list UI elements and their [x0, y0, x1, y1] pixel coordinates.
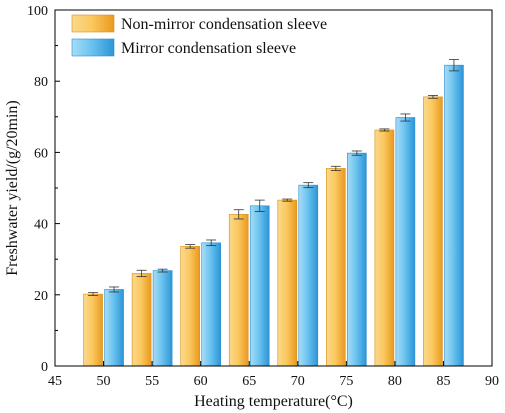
bar-non-mirror-60: [180, 246, 200, 367]
bar-mirror-55: [152, 270, 173, 367]
x-tick-label-75: 75: [339, 374, 353, 389]
error-bar-non-mirror-85: [427, 95, 438, 99]
x-tick-label-50: 50: [97, 374, 111, 389]
error-bar-mirror-50: [109, 286, 120, 293]
y-axis-title: Freshwater yield/(g/20min): [4, 100, 21, 276]
bar-non-mirror-50: [83, 293, 103, 367]
error-bar-mirror-75: [351, 150, 362, 156]
y-tick-label-0: 0: [41, 360, 48, 375]
bar-mirror-70: [298, 184, 319, 367]
error-bar-mirror-80: [400, 113, 411, 122]
error-bar-mirror-70: [303, 182, 314, 189]
error-bar-non-mirror-75: [330, 165, 341, 171]
legend-swatch: [71, 38, 115, 57]
bar-mirror-65: [249, 205, 270, 367]
error-bar-non-mirror-60: [185, 244, 196, 249]
bar-mirror-60: [201, 242, 221, 367]
error-bar-non-mirror-65: [233, 209, 244, 220]
x-tick-label-45: 45: [48, 374, 62, 389]
x-tick-label-80: 80: [388, 374, 402, 389]
error-bar-mirror-55: [157, 268, 168, 273]
legend-label: Mirror condensation sleeve: [121, 40, 296, 57]
legend: Non-mirror condensation sleeve Mirror con…: [71, 14, 327, 57]
error-bar-non-mirror-80: [379, 128, 390, 132]
y-tick-label-20: 20: [34, 289, 48, 304]
bars-layer: [83, 64, 464, 367]
x-tick-label-65: 65: [242, 374, 256, 389]
legend-swatch: [71, 14, 115, 33]
legend-label: Non-mirror condensation sleeve: [121, 16, 327, 33]
x-tick-label-55: 55: [145, 374, 159, 389]
y-tick-label-40: 40: [34, 218, 48, 233]
error-bar-mirror-60: [206, 239, 217, 247]
bar-non-mirror-75: [326, 168, 346, 367]
ticks-layer: 45 50 55 60 65 70 75 80 85 90 0 20 40 60 80 100: [27, 4, 499, 389]
legend-item-mirror: Mirror condensation sleeve: [71, 38, 296, 57]
bar-non-mirror-80: [374, 129, 395, 367]
error-bar-mirror-65: [254, 199, 265, 212]
bar-mirror-50: [104, 289, 124, 367]
legend-item-non-mirror: Non-mirror condensation sleeve: [71, 14, 327, 33]
bar-non-mirror-70: [277, 199, 298, 367]
bar-mirror-85: [444, 64, 464, 367]
x-tick-label-70: 70: [291, 374, 305, 389]
error-bar-non-mirror-55: [136, 269, 147, 278]
bar-non-mirror-85: [423, 96, 443, 367]
x-tick-label-90: 90: [485, 374, 499, 389]
x-tick-label-85: 85: [436, 374, 450, 389]
y-tick-label-80: 80: [34, 75, 48, 90]
error-bar-non-mirror-50: [88, 292, 99, 296]
x-tick-label-60: 60: [194, 374, 208, 389]
bar-non-mirror-55: [131, 273, 152, 367]
error-bar-mirror-85: [448, 59, 459, 72]
x-axis-title: Heating temperature(°C): [194, 393, 353, 410]
error-bars-layer: [88, 59, 459, 296]
bar-mirror-75: [347, 152, 367, 367]
y-tick-label-60: 60: [34, 146, 48, 161]
error-bar-non-mirror-70: [282, 198, 293, 202]
bar-mirror-80: [395, 117, 416, 367]
bar-non-mirror-65: [228, 214, 249, 367]
y-tick-label-100: 100: [27, 4, 48, 19]
